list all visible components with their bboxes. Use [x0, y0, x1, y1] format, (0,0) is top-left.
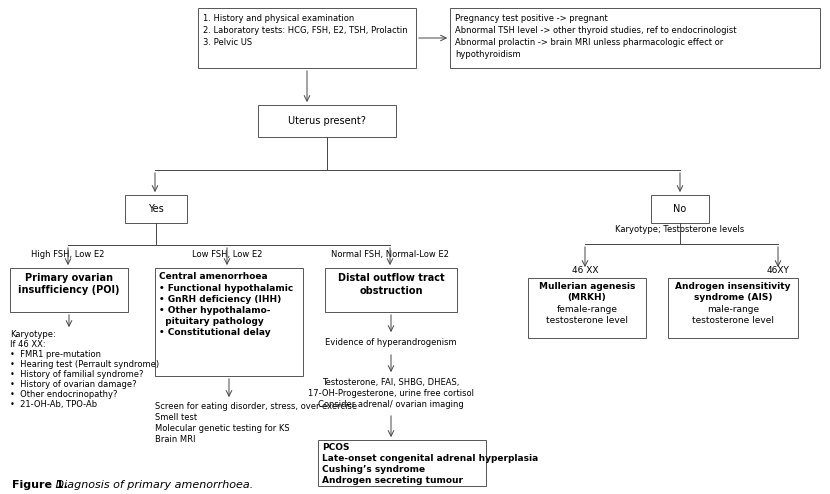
Text: No: No	[673, 204, 686, 214]
Text: Consider adrenal/ ovarian imaging: Consider adrenal/ ovarian imaging	[318, 400, 464, 409]
Bar	[258, 105, 396, 137]
Text: Karyotype; Testosterone levels: Karyotype; Testosterone levels	[615, 225, 745, 234]
Text: Testosterone, FAI, SHBG, DHEAS,: Testosterone, FAI, SHBG, DHEAS,	[322, 378, 460, 387]
Text: Diagnosis of primary amenorrhoea.: Diagnosis of primary amenorrhoea.	[52, 480, 253, 490]
Text: •  History of ovarian damage?: • History of ovarian damage?	[10, 380, 137, 389]
Text: Central amenorrhoea: Central amenorrhoea	[159, 272, 267, 281]
Bar	[198, 8, 416, 68]
Text: pituitary pathology: pituitary pathology	[159, 317, 264, 326]
Text: Late-onset congenital adrenal hyperplasia: Late-onset congenital adrenal hyperplasi…	[322, 454, 538, 463]
Text: 17-OH-Progesterone, urine free cortisol: 17-OH-Progesterone, urine free cortisol	[308, 389, 474, 398]
Text: If 46 XX:: If 46 XX:	[10, 340, 46, 349]
Bar	[325, 268, 457, 312]
Text: • GnRH deficiency (IHH): • GnRH deficiency (IHH)	[159, 295, 281, 304]
Text: Screen for eating disorder, stress, over-exercise: Screen for eating disorder, stress, over…	[155, 402, 357, 411]
Text: 46 XX: 46 XX	[572, 266, 598, 275]
Text: insufficiency (POI): insufficiency (POI)	[18, 285, 120, 295]
Text: Androgen secreting tumour: Androgen secreting tumour	[322, 476, 463, 485]
Text: •  History of familial syndrome?: • History of familial syndrome?	[10, 370, 144, 379]
Text: Brain MRI: Brain MRI	[155, 435, 196, 444]
Text: Figure 1.: Figure 1.	[12, 480, 68, 490]
Text: Smell test: Smell test	[155, 413, 198, 422]
Text: Androgen insensitivity: Androgen insensitivity	[676, 282, 791, 291]
Text: Cushing’s syndrome: Cushing’s syndrome	[322, 465, 425, 474]
Text: testosterone level: testosterone level	[546, 316, 628, 325]
Text: Abnormal prolactin -> brain MRI unless pharmacologic effect or: Abnormal prolactin -> brain MRI unless p…	[455, 38, 723, 47]
Text: male-range: male-range	[707, 305, 759, 314]
Text: Uterus present?: Uterus present?	[288, 116, 366, 126]
Text: syndrome (AIS): syndrome (AIS)	[694, 293, 772, 302]
Text: Evidence of hyperandrogenism: Evidence of hyperandrogenism	[325, 338, 456, 347]
Text: Normal FSH, Normal-Low E2: Normal FSH, Normal-Low E2	[331, 250, 449, 259]
Text: female-range: female-range	[556, 305, 618, 314]
Bar	[10, 268, 128, 312]
Bar	[155, 268, 303, 376]
Bar	[125, 195, 187, 223]
Bar	[450, 8, 820, 68]
Text: High FSH, Low E2: High FSH, Low E2	[32, 250, 105, 259]
Text: Distal outflow tract: Distal outflow tract	[338, 273, 444, 283]
Text: 1. History and physical examination: 1. History and physical examination	[203, 14, 354, 23]
Text: testosterone level: testosterone level	[692, 316, 774, 325]
Text: Molecular genetic testing for KS: Molecular genetic testing for KS	[155, 424, 290, 433]
Text: 2. Laboratory tests: HCG, FSH, E2, TSH, Prolactin: 2. Laboratory tests: HCG, FSH, E2, TSH, …	[203, 26, 408, 35]
Text: Yes: Yes	[148, 204, 164, 214]
Text: • Functional hypothalamic: • Functional hypothalamic	[159, 284, 293, 293]
Text: •  Hearing test (Perrault syndrome): • Hearing test (Perrault syndrome)	[10, 360, 159, 369]
Text: •  21-OH-Ab, TPO-Ab: • 21-OH-Ab, TPO-Ab	[10, 400, 97, 409]
Text: obstruction: obstruction	[359, 286, 422, 296]
Text: Abnormal TSH level -> other thyroid studies, ref to endocrinologist: Abnormal TSH level -> other thyroid stud…	[455, 26, 736, 35]
Bar	[528, 278, 646, 338]
Text: Karyotype:: Karyotype:	[10, 330, 56, 339]
Bar	[651, 195, 709, 223]
Text: hypothyroidism: hypothyroidism	[455, 50, 520, 59]
Text: •  FMR1 pre-mutation: • FMR1 pre-mutation	[10, 350, 101, 359]
Bar	[318, 440, 486, 486]
Text: Primary ovarian: Primary ovarian	[25, 273, 113, 283]
Text: • Constitutional delay: • Constitutional delay	[159, 328, 271, 337]
Text: PCOS: PCOS	[322, 443, 349, 452]
Text: Low FSH, Low E2: Low FSH, Low E2	[192, 250, 262, 259]
Text: 3. Pelvic US: 3. Pelvic US	[203, 38, 252, 47]
Text: (MRKH): (MRKH)	[568, 293, 607, 302]
Bar	[668, 278, 798, 338]
Text: •  Other endocrinopathy?: • Other endocrinopathy?	[10, 390, 118, 399]
Text: Pregnancy test positive -> pregnant: Pregnancy test positive -> pregnant	[455, 14, 608, 23]
Text: 46XY: 46XY	[767, 266, 789, 275]
Text: • Other hypothalamo-: • Other hypothalamo-	[159, 306, 271, 315]
Text: Mullerian agenesis: Mullerian agenesis	[539, 282, 635, 291]
